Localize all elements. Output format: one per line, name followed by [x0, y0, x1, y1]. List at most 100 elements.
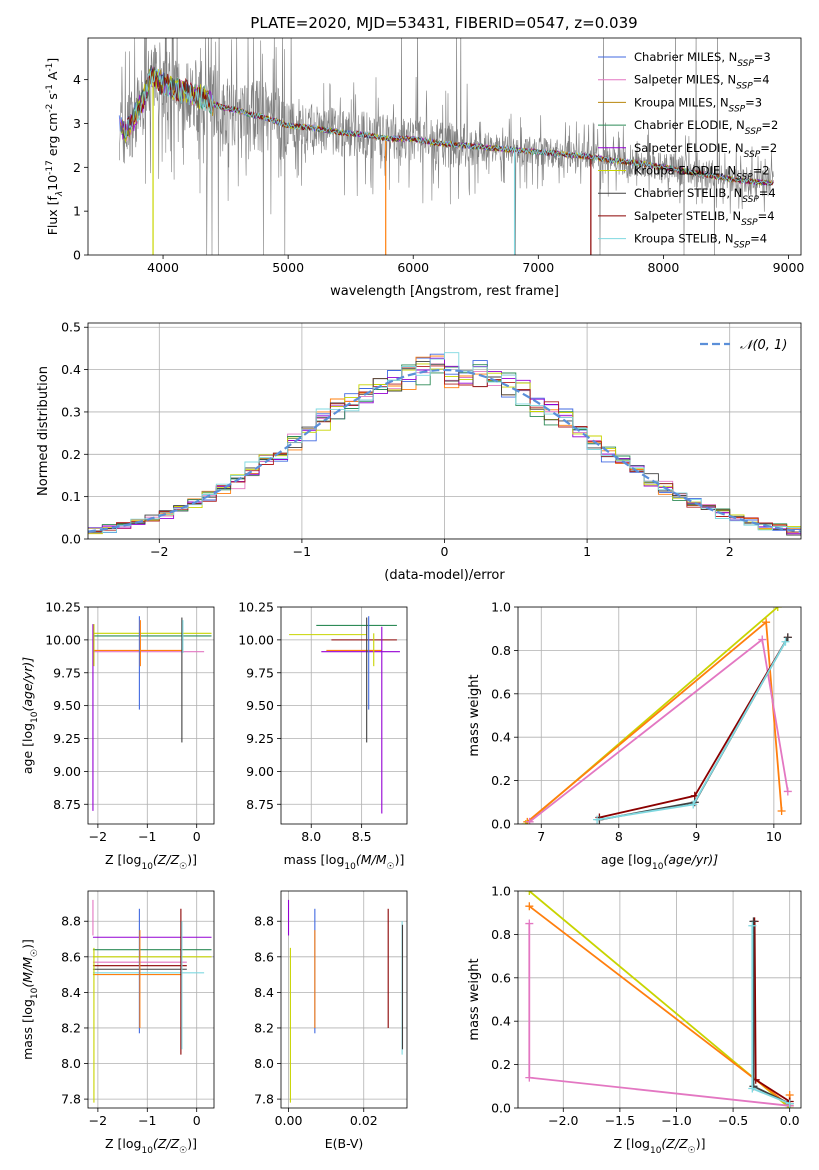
y-tick-label: 0.6	[491, 970, 511, 985]
plot-area-weight_vs_Z	[518, 891, 801, 1108]
x-axis-label-part: 10	[141, 862, 153, 872]
x-axis-label-part: 10	[344, 862, 356, 872]
y-axis-label: mass [log10(M/M☉)]	[20, 939, 40, 1060]
x-axis-label-part: (Z/Z	[153, 1136, 180, 1151]
y-axis-label-part: λ	[55, 191, 65, 197]
y-axis-label: Normed distribution	[36, 366, 51, 496]
y-tick-label: 8.2	[254, 1020, 274, 1035]
axes-frame	[87, 606, 215, 825]
y-axis-label-part: ]	[45, 58, 60, 63]
x-axis-label-part: 10	[652, 862, 664, 872]
y-tick-label: 0.8	[491, 643, 511, 658]
x-tick-label: −0.5	[718, 1113, 748, 1128]
weight-marker	[783, 633, 792, 642]
y-tick-label: 9.75	[53, 665, 81, 680]
y-tick-label: 10.00	[45, 632, 81, 647]
panel-residuals: −2 −1 0 1 2 0.0 0.1 0.2 0.3 0.4 0.5 (data-model)/er…	[36, 320, 802, 583]
x-tick-label: 8	[615, 829, 623, 844]
weight-marker	[525, 1073, 534, 1082]
legend-entry-part: =2	[760, 141, 777, 155]
weight-marker	[525, 902, 534, 911]
x-tick-label: 7000	[522, 260, 554, 275]
x-tick-label: −2	[89, 1113, 107, 1128]
x-tick-label: 6000	[397, 260, 429, 275]
plot-area-residuals	[88, 323, 801, 539]
axes-frame	[517, 606, 802, 825]
x-axis-label-part: Z [log	[105, 852, 141, 867]
legend-entry: Kroupa MILES, NSSP=3	[634, 95, 762, 114]
legend-entry-part: Salpeter STELIB, N	[634, 209, 741, 223]
y-tick-label: 0.6	[491, 686, 511, 701]
legend-entry: Salpeter STELIB, NSSP=4	[634, 209, 775, 228]
y-tick-label: 9.25	[246, 731, 274, 746]
weight-marker	[593, 815, 602, 824]
legend-entry-part: =4	[759, 186, 776, 200]
legend-entry-part: Salpeter ELODIE, N	[634, 141, 744, 155]
y-axis-label-part: 10	[30, 987, 40, 999]
axes-frame	[280, 890, 408, 1109]
x-tick-label: 0	[441, 544, 449, 559]
weight-marker	[773, 607, 782, 611]
y-tick-label: 4	[73, 72, 81, 87]
panel-spectrum: 4000 5000 6000 7000 8000 9000 0 1 2 3 4 wavelength …	[45, 37, 804, 299]
panel-age_vs_Z: −2 −1 0 8.75 9.00 9.25 9.50 9.75 10.00 10.25 Z [lo…	[20, 600, 215, 872]
x-tick-label: 8.0	[301, 829, 321, 844]
y-tick-label: 7.8	[61, 1092, 81, 1107]
y-tick-label: 0.2	[491, 1057, 511, 1072]
y-tick-label: 7.8	[254, 1092, 274, 1107]
gaussian-curve	[88, 368, 801, 533]
x-tick-label: 7	[537, 829, 545, 844]
y-tick-label: 8.4	[254, 985, 274, 1000]
y-tick-label: 0.8	[491, 927, 511, 942]
y-tick-label: 0.0	[491, 817, 511, 832]
legend-entry-part: Kroupa STELIB, N	[634, 232, 734, 246]
y-axis-label-part: -2	[45, 104, 55, 113]
legend-entry-part: =3	[745, 95, 762, 109]
x-tick-label: 0	[193, 1113, 201, 1128]
histogram-step	[88, 365, 801, 533]
x-axis-label-part: (Z/Z	[661, 1136, 688, 1151]
x-tick-label: 9	[692, 829, 700, 844]
x-tick-label: 4000	[147, 260, 179, 275]
y-tick-label: 0.5	[61, 320, 81, 335]
weight-marker	[525, 817, 534, 824]
legend-entry: Chabrier ELODIE, NSSP=2	[634, 118, 778, 137]
figure-title: PLATE=2020, MJD=53431, FIBERID=0547, z=0…	[250, 14, 637, 32]
y-axis-label-group: age [log10(age/yr)]	[20, 657, 40, 774]
x-tick-label: −1	[293, 544, 311, 559]
y-tick-label: 8.75	[246, 797, 274, 812]
panel-weight_vs_Z: −2.0 −1.5 −1.0 −0.5 0.0 0.0 0.2 0.4 0.6 0.8 1.0 Z […	[467, 884, 802, 1156]
x-axis-label-part: )]	[187, 852, 197, 867]
panel-age_vs_mass: 8.0 8.5 8.75 9.00 9.25 9.50 9.75 10.00 10.25 mass…	[238, 600, 408, 872]
axes-frame	[87, 37, 802, 256]
weight-line	[599, 636, 789, 819]
y-axis-label: mass weight	[467, 958, 482, 1040]
legend-entry-part: SSP	[737, 59, 754, 69]
x-tick-label: −1.5	[605, 1113, 635, 1128]
weight-line	[528, 905, 791, 1108]
x-axis-label-part: Z [log	[614, 1136, 650, 1151]
weight-marker	[749, 917, 758, 926]
legend-entry: Kroupa STELIB, NSSP=4	[634, 232, 767, 251]
legend-entry-part: Kroupa MILES, N	[634, 95, 729, 109]
y-tick-label: 8.8	[61, 914, 81, 929]
legend-entry-part: =4	[758, 209, 775, 223]
x-tick-label: 0.0	[780, 1113, 800, 1128]
y-tick-label: 9.00	[53, 764, 81, 779]
legend-entry-part: Salpeter MILES, N	[634, 73, 736, 87]
y-tick-label: 8.4	[61, 985, 81, 1000]
legend-entry-part: =2	[753, 164, 770, 178]
x-axis-label-part: ☉	[179, 1146, 187, 1156]
legend-entry-part: =4	[750, 232, 767, 246]
y-tick-label: 8.6	[61, 949, 81, 964]
y-tick-label: 0.1	[61, 489, 81, 504]
plot-area-spectrum	[118, 38, 774, 255]
y-tick-label: 0.2	[491, 773, 511, 788]
x-axis-label-part: ☉	[387, 862, 395, 872]
y-tick-label: 9.50	[246, 698, 274, 713]
weight-marker	[781, 637, 790, 646]
axes-frame	[280, 606, 408, 825]
y-tick-label: 10.25	[238, 600, 274, 615]
y-tick-label: 0	[73, 248, 81, 263]
plot-area-mass_vs_ebv	[281, 891, 407, 1108]
